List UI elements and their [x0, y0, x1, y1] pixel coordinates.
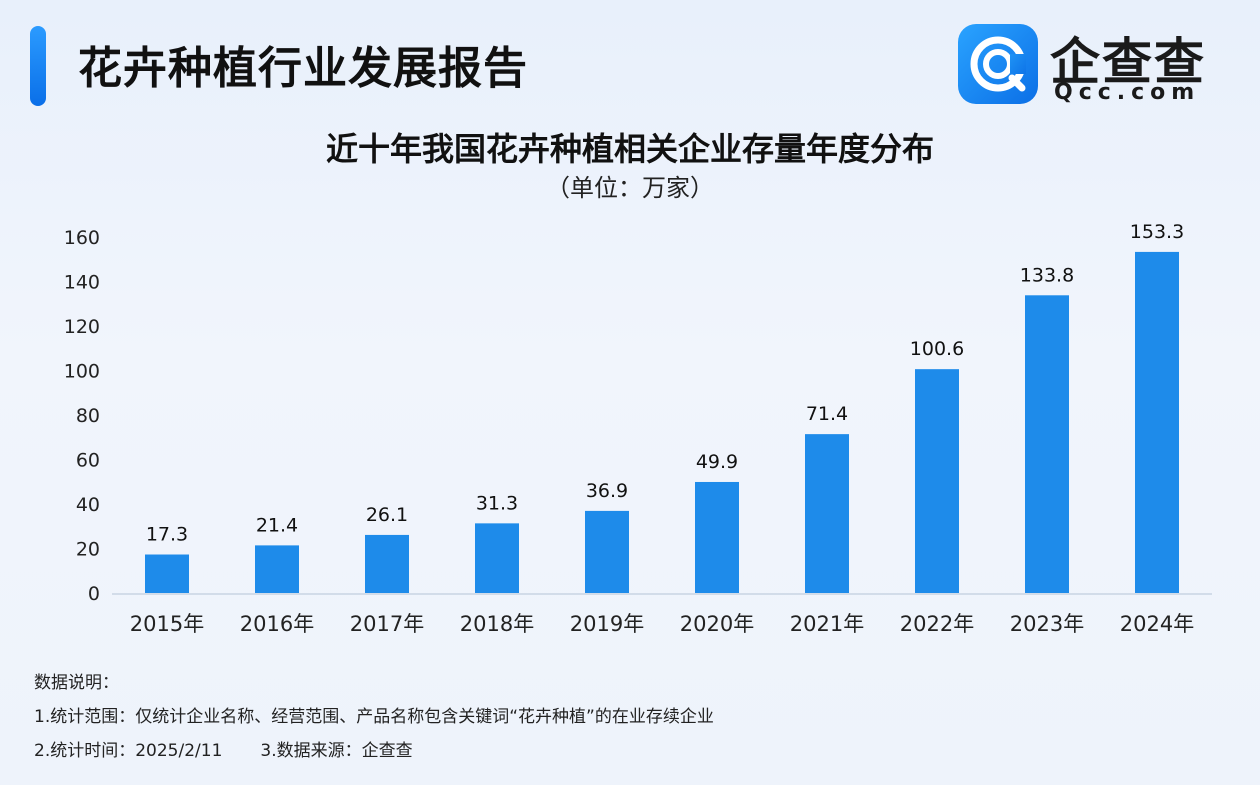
x-category-label: 2022年 — [900, 612, 974, 636]
notes-time-source: 2.统计时间：2025/2/11 3.数据来源：企查查 — [34, 734, 714, 768]
bar-value-label: 21.4 — [256, 514, 298, 536]
data-notes: 数据说明： 1.统计范围：仅统计企业名称、经营范围、产品名称包含关键词“花卉种植… — [34, 666, 714, 768]
x-category-label: 2016年 — [240, 612, 314, 636]
y-tick-label: 160 — [64, 227, 100, 249]
bar — [145, 554, 189, 593]
logo-name: 企查查 — [1050, 33, 1206, 91]
x-category-label: 2017年 — [350, 612, 424, 636]
y-tick-label: 140 — [64, 272, 100, 294]
x-category-label: 2020年 — [680, 612, 754, 636]
bar — [695, 481, 739, 593]
bar — [1025, 295, 1069, 593]
x-category-label: 2024年 — [1120, 612, 1194, 636]
bar — [255, 545, 299, 593]
bar — [475, 523, 519, 593]
report-title: 花卉种植行业发展报告 — [78, 43, 528, 94]
y-tick-label: 120 — [64, 316, 100, 338]
x-category-label: 2018年 — [460, 612, 534, 636]
qcc-logo: 企查查 Qcc.com — [958, 22, 1228, 107]
y-tick-label: 60 — [76, 450, 100, 472]
y-tick-label: 0 — [88, 583, 100, 605]
bar — [915, 369, 959, 593]
chart-title: 近十年我国花卉种植相关企业存量年度分布 — [325, 130, 934, 168]
logo-domain: Qcc.com — [1054, 80, 1201, 105]
bar-value-label: 133.8 — [1020, 264, 1074, 286]
notes-heading: 数据说明： — [34, 673, 119, 693]
bar-value-label: 36.9 — [586, 480, 628, 502]
bar-value-label: 100.6 — [910, 338, 964, 360]
bar-value-label: 71.4 — [806, 403, 848, 425]
bar — [1135, 251, 1179, 593]
y-tick-label: 20 — [76, 539, 100, 561]
notes-time: 2.统计时间：2025/2/11 — [34, 741, 223, 761]
bar-value-label: 153.3 — [1130, 221, 1184, 243]
title-accent-bar — [30, 26, 46, 106]
bar — [365, 534, 409, 593]
bar — [805, 434, 849, 593]
bar-value-label: 31.3 — [476, 492, 518, 514]
bar-value-label: 49.9 — [696, 451, 738, 473]
y-tick-label: 40 — [76, 494, 100, 516]
notes-source: 3.数据来源：企查查 — [260, 741, 413, 761]
qcc-logo-icon — [958, 24, 1038, 104]
x-category-label: 2021年 — [790, 612, 864, 636]
bar-value-label: 17.3 — [146, 524, 188, 546]
y-tick-label: 80 — [76, 405, 100, 427]
bar-value-label: 26.1 — [366, 504, 408, 526]
x-category-label: 2019年 — [570, 612, 644, 636]
bar — [585, 510, 629, 593]
notes-scope: 1.统计范围：仅统计企业名称、经营范围、产品名称包含关键词“花卉种植”的在业存续… — [34, 707, 714, 727]
x-category-label: 2015年 — [130, 612, 204, 636]
x-category-label: 2023年 — [1010, 612, 1084, 636]
chart-unit: （单位：万家） — [546, 174, 714, 202]
y-tick-label: 100 — [64, 361, 100, 383]
